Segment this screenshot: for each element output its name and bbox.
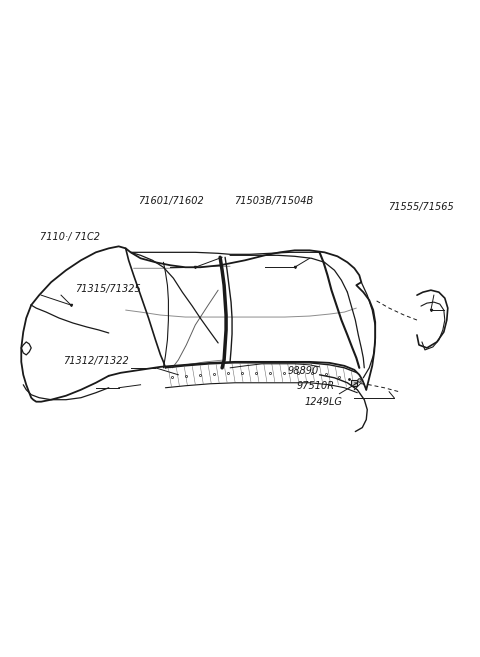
Text: 97510R: 97510R (296, 381, 334, 391)
Text: 71555/71565: 71555/71565 (388, 202, 454, 212)
Text: 71312/71322: 71312/71322 (63, 356, 129, 366)
Text: 71601/71602: 71601/71602 (138, 196, 204, 206)
Text: 1249LG: 1249LG (305, 397, 343, 407)
Text: 71503B/71504B: 71503B/71504B (234, 196, 313, 206)
Text: 71315/71325: 71315/71325 (75, 284, 141, 294)
Text: 7110·/ 71C2: 7110·/ 71C2 (39, 232, 99, 242)
Text: 98890: 98890 (288, 366, 319, 376)
